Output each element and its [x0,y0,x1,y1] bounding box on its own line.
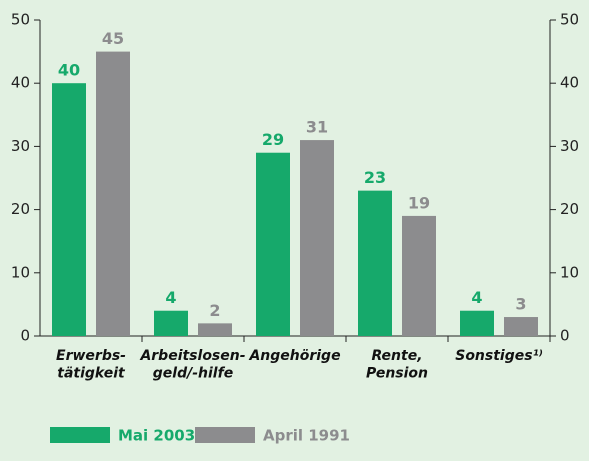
bar [198,323,232,336]
y2-tick-label: 20 [560,200,579,218]
bar [300,140,334,336]
x-tick-label: Erwerbs-tätigkeit [56,348,126,382]
bar [52,83,86,336]
value-label: 4 [471,288,482,307]
value-label: 40 [58,61,80,80]
y-tick-label: 0 [20,327,30,345]
y-tick-label: 30 [11,137,30,155]
y-tick-label: 20 [11,200,30,218]
legend-label: Mai 2003 [118,427,195,445]
y-tick-label: 10 [11,263,30,281]
y2-tick-label: 50 [560,11,579,29]
y-tick-label: 50 [11,11,30,29]
bar [96,51,130,336]
y2-tick-label: 0 [560,327,570,345]
y2-tick-label: 30 [560,137,579,155]
x-tick-label: Rente, Pension [366,348,428,382]
legend-swatch [50,427,110,443]
y-tick-label: 40 [11,74,30,92]
bar [460,310,494,336]
y2-tick-label: 10 [560,263,579,281]
bar [358,190,392,336]
value-label: 4 [165,288,176,307]
bar [256,152,290,336]
bar [402,215,436,336]
x-tick-label: Sonstiges¹⁾ [455,348,543,364]
legend-label: April 1991 [263,427,350,445]
value-label: 29 [262,130,284,149]
value-label: 45 [102,29,124,48]
x-tick-label: Angehörige [248,348,340,364]
y2-tick-label: 40 [560,74,579,92]
value-label: 31 [306,118,328,137]
value-label: 19 [408,193,430,212]
value-label: 23 [364,168,386,187]
bar [154,310,188,336]
bar [504,317,538,336]
x-tick-label: Arbeitslosen-geld/-hilfe [139,348,245,382]
legend-swatch [195,427,255,443]
value-label: 3 [515,295,526,314]
value-label: 2 [209,301,220,320]
